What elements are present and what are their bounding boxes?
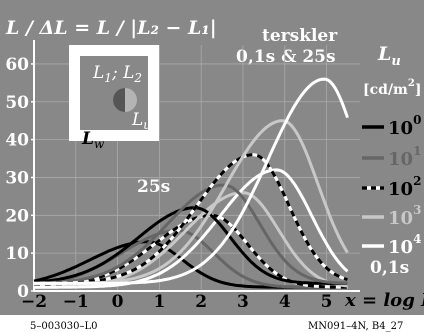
curve-25s-10e4: [34, 77, 349, 285]
legend-unit-text: [cd/m: [363, 82, 408, 98]
legend-unit: [cd/m2]: [363, 78, 421, 98]
footer-right: MN091–4N, B4_27: [308, 321, 403, 332]
footer-left: 5–003030–L0: [30, 321, 98, 332]
x-tick-label: −1: [63, 292, 89, 312]
legend-label: 102: [388, 174, 421, 200]
chart-subtitle-terskler: terskler: [262, 26, 338, 46]
legend-entries: 100 101 102 103 104: [362, 113, 421, 258]
x-tick-label: 4: [279, 292, 291, 312]
inset-test-field-dark: [113, 88, 125, 112]
legend-unit-close: ]: [415, 82, 422, 98]
y-tick-label: 60: [5, 55, 29, 75]
legend-label: 104: [388, 232, 421, 258]
x-axis-label: x = log L: [344, 290, 424, 311]
axis-layer: 0 10 20 30 40 50 60 −2 −1 0 1 2 3 4 5: [5, 40, 360, 312]
chart-title: L / ΔL = L / |L₂ − L₁|: [5, 17, 217, 39]
annotation-0-1s: 0,1s: [370, 258, 409, 278]
y-tick-label: 0: [17, 282, 29, 302]
chart-background: [0, 0, 424, 315]
x-tick-label: 0: [112, 292, 124, 312]
y-tick-label: 50: [5, 93, 29, 113]
x-tick-label: 1: [153, 292, 165, 312]
legend-label: 103: [388, 203, 421, 229]
y-tick-label: 40: [5, 131, 29, 151]
stimulus-inset: L1; L2 Lu Lw: [69, 45, 159, 151]
x-tick-label: −2: [21, 292, 47, 312]
curve-25s-10e0: [33, 206, 348, 285]
chart-subtitle-durations: 0,1s & 25s: [236, 47, 336, 67]
x-tick-label: 3: [237, 292, 249, 312]
curve-0-1s-10e3: [34, 191, 348, 289]
x-tick-label: 2: [195, 292, 207, 312]
inset-background-gray: [80, 56, 148, 130]
curve-layer: [33, 77, 349, 289]
annotation-25s: 25s: [137, 177, 170, 197]
legend-title-sub: u: [391, 54, 400, 69]
curve-0-1s-10e4: [34, 168, 349, 289]
y-tick-label: 10: [5, 244, 29, 264]
y-tick-label: 20: [5, 206, 29, 226]
legend-unit-sup: 2: [408, 78, 415, 89]
curve-25s-10e1: [34, 183, 348, 285]
y-tick-label: 30: [5, 168, 29, 188]
x-tick-label: 5: [321, 292, 333, 312]
legend-label: 100: [388, 113, 421, 139]
footer-band: [0, 315, 424, 332]
legend-label: 101: [388, 144, 421, 170]
